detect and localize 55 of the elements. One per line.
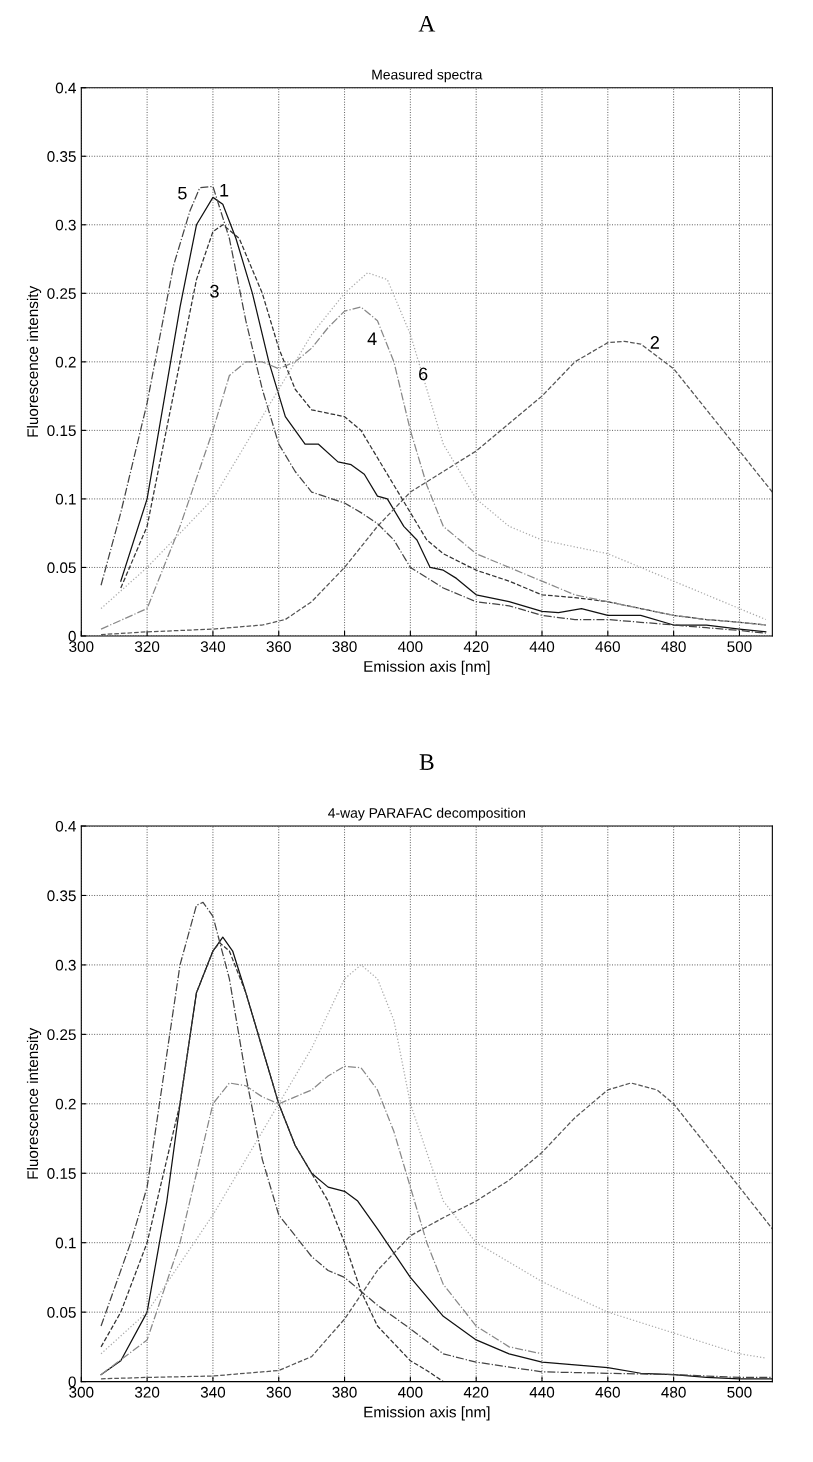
y-tick-label: 0.25 [47,1029,76,1041]
series-label: 6 [419,367,428,381]
text: A [418,15,436,32]
y-tick-label: 0.3 [55,959,76,971]
x-tick-label: 360 [266,1386,291,1398]
x-tick-label: 300 [69,641,94,653]
chart-title: Measured spectra [372,69,483,83]
y-tick-label: 0.4 [55,82,76,94]
y-tick-label: 0.25 [47,288,76,299]
y-axis-title: Fluorescence intensity [26,285,42,437]
x-tick-label: 320 [134,641,160,653]
y-tick-label: 0.2 [55,1098,76,1110]
y-tick-label: 0.1 [55,493,76,505]
x-tick-label: 320 [134,1386,160,1398]
x-tick-label: 460 [595,1386,620,1398]
y-tick-label: 0.05 [47,562,76,574]
series-label: 2 [650,336,659,349]
x-tick-label: 440 [529,641,555,653]
chart-title: 4-way PARAFAC decomposition [328,807,525,821]
y-tick-label: 0.15 [47,425,76,437]
y-tick-label: 0.1 [55,1237,76,1249]
x-tick-label: 360 [266,641,291,653]
x-tick-label: 420 [463,1386,489,1398]
x-tick-label: 480 [661,641,686,653]
y-tick-label: 0 [68,1376,76,1388]
series-label: 3 [210,284,219,298]
x-tick-label: 460 [595,641,620,653]
y-axis-title: Fluorescence intensity [26,1027,42,1179]
line-series [100,1065,543,1376]
y-tick-label: 0.4 [55,820,76,832]
series-label: 1 [220,183,229,197]
x-tick-label: 300 [69,1386,94,1398]
x-tick-label: 400 [397,641,423,653]
x-tick-label: 440 [529,1386,555,1398]
x-tick-label: 420 [463,641,489,653]
x-axis-title: Emission axis [nm] [364,1406,490,1421]
x-tick-label: 340 [200,1386,226,1398]
series-label: 5 [178,186,187,200]
x-tick-label: 340 [200,641,226,653]
x-tick-label: 400 [397,1386,423,1398]
y-tick-label: 0.15 [47,1168,76,1179]
y-tick-label: 0.35 [47,151,76,162]
x-axis-title: Emission axis [nm] [364,660,490,675]
text: B [419,754,434,770]
x-tick-label: 500 [727,1386,752,1398]
x-tick-label: 380 [332,1386,357,1398]
y-tick-label: 0 [68,630,76,642]
y-tick-label: 0.35 [47,890,76,902]
series-label: 4 [367,332,377,345]
y-tick-label: 0.3 [55,219,76,231]
x-tick-label: 380 [332,641,357,653]
x-tick-label: 480 [661,1386,686,1398]
x-tick-label: 500 [727,641,752,653]
y-tick-label: 0.05 [47,1307,76,1318]
y-tick-label: 0.2 [55,356,76,368]
